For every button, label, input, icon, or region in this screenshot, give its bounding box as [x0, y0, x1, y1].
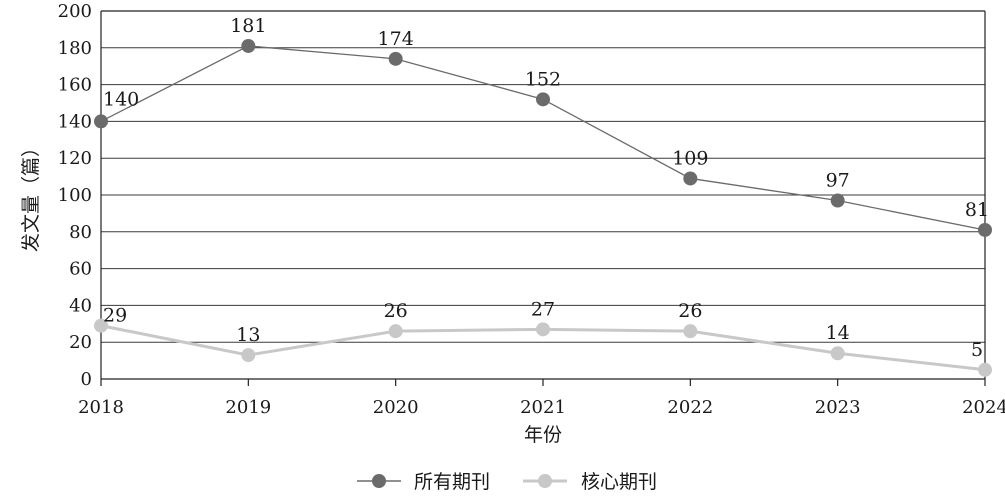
- legend-item-all-journals: 所有期刊: [357, 471, 490, 493]
- data-labels: 140 181 174 152 109 97 81 29 13 26 27 26 14 5: [103, 15, 989, 361]
- data-point: [241, 348, 256, 363]
- y-tick-labels: 0 20 40 60 80 100 120 140 160 180 200: [58, 1, 92, 390]
- x-tick-label: 2021: [520, 397, 566, 418]
- data-point: [536, 92, 550, 107]
- gridlines: [101, 10, 985, 343]
- y-tick-label: 200: [58, 1, 92, 22]
- data-label: 152: [525, 68, 561, 90]
- y-axis-title: 发文量（篇）: [20, 138, 42, 252]
- data-label: 29: [103, 305, 127, 327]
- y-tick-label: 180: [58, 38, 92, 59]
- legend-marker-all-journals: [372, 474, 386, 488]
- y-tick-label: 120: [58, 148, 92, 169]
- data-label: 26: [384, 300, 408, 322]
- legend-label-core-journals: 核心期刊: [581, 471, 657, 493]
- y-tick-label: 0: [81, 369, 92, 390]
- data-point: [683, 324, 698, 339]
- data-point: [388, 324, 403, 339]
- data-label: 174: [378, 28, 414, 50]
- axes: [100, 10, 986, 386]
- y-tick-label: 160: [58, 75, 92, 96]
- data-label: 14: [826, 322, 850, 344]
- x-tick-labels: 2018 2019 2020 2021 2022 2023 2024: [78, 397, 1005, 418]
- y-tick-label: 60: [69, 259, 92, 280]
- data-point: [978, 362, 992, 377]
- data-label: 109: [672, 147, 708, 169]
- data-label: 27: [531, 298, 555, 320]
- legend: 所有期刊 核心期刊: [357, 471, 657, 493]
- data-point: [978, 222, 992, 237]
- data-label: 97: [826, 170, 850, 192]
- data-label: 181: [230, 15, 266, 37]
- data-point: [830, 346, 845, 361]
- x-tick-label: 2018: [78, 397, 124, 418]
- data-label: 13: [236, 324, 260, 346]
- x-tick-label: 2023: [815, 397, 861, 418]
- data-point: [830, 193, 845, 208]
- y-tick-label: 80: [69, 222, 92, 243]
- data-label: 26: [678, 300, 702, 322]
- legend-label-all-journals: 所有期刊: [414, 471, 490, 493]
- data-point: [241, 38, 256, 53]
- series-lines: [94, 38, 992, 377]
- x-tick-label: 2019: [225, 397, 271, 418]
- legend-item-core-journals: 核心期刊: [523, 471, 657, 493]
- x-tick-label: 2020: [373, 397, 419, 418]
- data-point: [94, 318, 108, 333]
- y-tick-label: 100: [58, 185, 92, 206]
- y-tick-label: 40: [69, 295, 92, 316]
- y-tick-label: 20: [69, 332, 92, 353]
- data-point: [94, 114, 108, 129]
- data-point: [388, 51, 403, 66]
- data-point: [683, 171, 698, 186]
- x-axis-title: 年份: [524, 424, 562, 446]
- x-tick-label: 2022: [667, 397, 713, 418]
- data-point: [536, 322, 550, 337]
- data-label: 5: [971, 339, 983, 361]
- data-label: 140: [103, 88, 139, 110]
- data-label: 81: [965, 199, 989, 221]
- legend-marker-core-journals: [538, 474, 552, 488]
- x-tick-label: 2024: [962, 397, 1005, 418]
- y-tick-label: 140: [58, 111, 92, 132]
